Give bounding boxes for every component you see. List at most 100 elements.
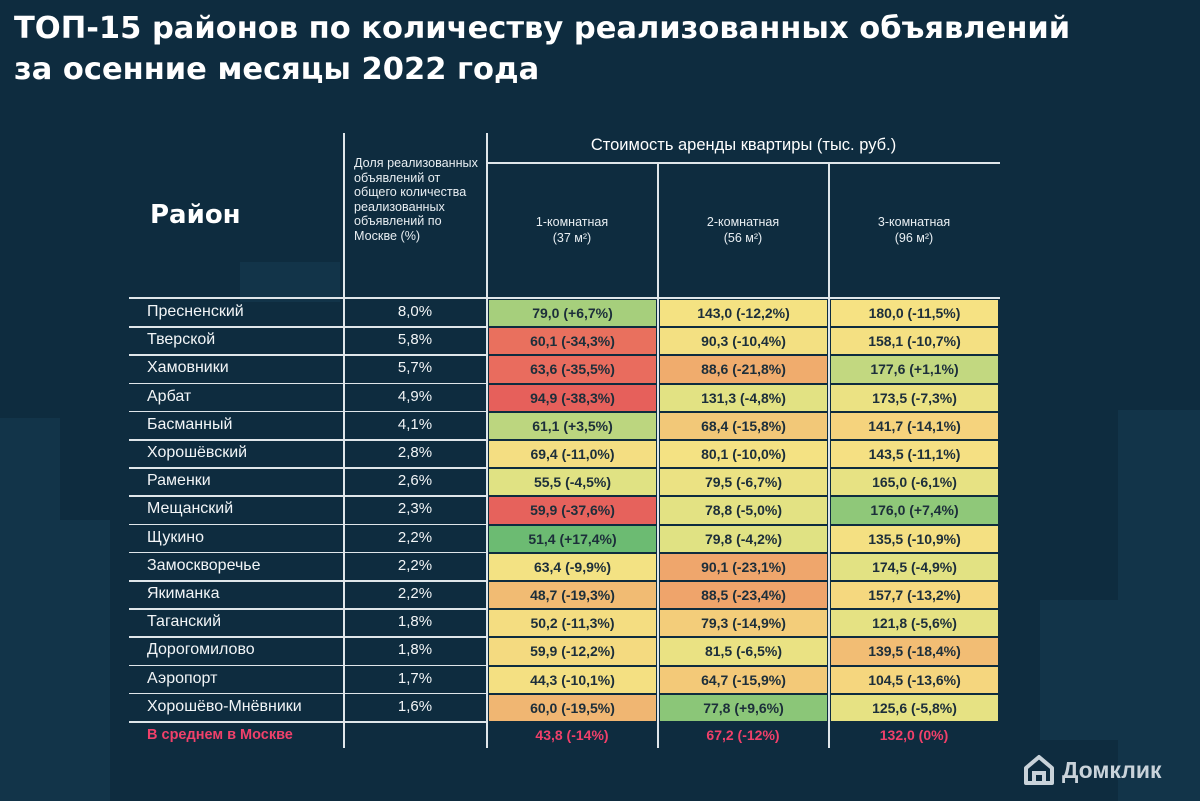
cell-3-room: 158,1 (-10,7%) — [831, 328, 998, 355]
cell-1-room: 60,0 (-19,5%) — [489, 694, 656, 721]
header-share: Доля реализованных объявлений от общего … — [354, 156, 478, 243]
row-share: 2,8% — [397, 444, 433, 461]
cell-2-room: 79,8 (-4,2%) — [660, 525, 827, 552]
row-divider — [129, 692, 487, 695]
row-district: Дорогомилово — [147, 641, 255, 659]
divider-rent-left — [486, 133, 488, 748]
cell-3-room: 177,6 (+1,1%) — [831, 356, 998, 383]
header-rent-group: Стоимость аренды квартиры (тыс. руб.) — [590, 136, 897, 154]
chart-title: ТОП-15 районов по количеству реализованн… — [14, 8, 1184, 90]
chart-title-line-2: за осенние месяцы 2022 года — [14, 52, 540, 87]
house-icon — [1024, 755, 1054, 785]
row-share: 4,1% — [397, 415, 433, 433]
cell-3-room: 173,5 (-7,3%) — [831, 384, 998, 411]
cell-2-room: 143,0 (-12,2%) — [660, 300, 827, 327]
row-district: Щукино — [147, 528, 205, 546]
header-col-2-name: 2-комнатная — [706, 215, 780, 229]
cell-2-room: 81,5 (-6,5%) — [660, 638, 827, 665]
row-divider — [129, 636, 487, 638]
background-decor-mid — [240, 262, 340, 302]
cell-3-room: 139,5 (-18,4%) — [831, 638, 998, 665]
cell-1-room: 69,4 (-11,0%) — [489, 441, 656, 468]
row-divider — [129, 551, 487, 554]
cell-3-room: 143,5 (-11,1%) — [831, 441, 998, 468]
average-col-3: 132,0 (0%) — [879, 727, 949, 743]
header-col-1-area: (37 м²) — [552, 231, 592, 245]
divider-share-left — [343, 133, 345, 748]
row-district: Замоскворечье — [147, 556, 261, 574]
row-district: Арбат — [147, 387, 192, 405]
background-decor-right-2 — [1040, 600, 1200, 740]
average-label: В среднем в Москве — [147, 727, 293, 743]
cell-1-room: 94,9 (-38,3%) — [489, 384, 656, 411]
row-divider — [129, 354, 487, 356]
cell-2-room: 90,1 (-23,1%) — [660, 553, 827, 580]
row-divider — [129, 439, 487, 441]
cell-1-room: 51,4 (+17,4%) — [489, 525, 656, 552]
row-district: Басманный — [147, 415, 233, 433]
row-share: 1,8% — [397, 641, 433, 659]
average-col-2: 67,2 (-12%) — [706, 727, 780, 743]
cell-3-room: 176,0 (+7,4%) — [831, 497, 998, 524]
row-divider — [129, 664, 487, 667]
row-share: 1,6% — [397, 697, 433, 715]
cell-3-room: 157,7 (-13,2%) — [831, 582, 998, 609]
header-col-2-area: (56 м²) — [723, 231, 763, 245]
cell-3-room: 121,8 (-5,6%) — [831, 610, 998, 637]
row-share: 2,2% — [397, 585, 433, 602]
cell-1-room: 63,4 (-9,9%) — [489, 553, 656, 580]
logo: Домклик — [1022, 752, 1161, 788]
row-divider — [129, 608, 487, 610]
cell-1-room: 61,1 (+3,5%) — [489, 412, 656, 439]
cell-3-room: 174,5 (-4,9%) — [831, 553, 998, 580]
cell-2-room: 64,7 (-15,9%) — [660, 666, 827, 693]
row-district: Якиманка — [147, 585, 220, 602]
row-share: 2,6% — [397, 472, 433, 490]
cell-3-room: 135,5 (-10,9%) — [831, 525, 998, 552]
row-share: 2,3% — [397, 500, 433, 518]
row-share: 4,9% — [397, 387, 433, 405]
header-district: Район — [150, 200, 241, 230]
row-district: Хорошёвский — [147, 444, 248, 461]
row-district: Хорошёво-Мнёвники — [147, 697, 302, 715]
cell-2-room: 90,3 (-10,4%) — [660, 328, 827, 355]
row-share: 1,7% — [397, 669, 433, 687]
cell-1-room: 63,6 (-35,5%) — [489, 356, 656, 383]
cell-1-room: 48,7 (-19,3%) — [489, 582, 656, 609]
cell-3-room: 165,0 (-6,1%) — [831, 469, 998, 496]
row-divider — [129, 382, 487, 385]
cell-1-room: 79,0 (+6,7%) — [489, 300, 656, 327]
row-divider — [129, 721, 487, 723]
cell-2-room: 77,8 (+9,6%) — [660, 694, 827, 721]
header-col-3-area: (96 м²) — [894, 231, 934, 245]
cell-1-room: 60,1 (-34,3%) — [489, 328, 656, 355]
row-divider — [129, 580, 487, 582]
row-district: Мещанский — [147, 500, 234, 518]
row-share: 5,7% — [397, 359, 433, 377]
row-divider — [129, 410, 487, 413]
row-share: 2,2% — [397, 528, 433, 546]
divider-rent-group — [486, 162, 1000, 164]
row-district: Аэропорт — [147, 669, 218, 687]
row-district: Тверской — [147, 331, 216, 349]
divider-col-2 — [657, 163, 659, 748]
cell-1-room: 44,3 (-10,1%) — [489, 666, 656, 693]
header-col-3: 3-комнатная (96 м²) — [829, 214, 999, 246]
chart-title-line-1: ТОП-15 районов по количеству реализованн… — [14, 11, 1071, 46]
logo-text: Домклик — [1062, 756, 1162, 783]
cell-3-room: 180,0 (-11,5%) — [831, 300, 998, 327]
cell-2-room: 79,3 (-14,9%) — [660, 610, 827, 637]
cell-1-room: 59,9 (-37,6%) — [489, 497, 656, 524]
cell-1-room: 55,5 (-4,5%) — [489, 469, 656, 496]
cell-3-room: 104,5 (-13,6%) — [831, 666, 998, 693]
background-decor-left-2 — [0, 520, 110, 801]
row-divider — [129, 326, 487, 328]
divider-header-bottom — [129, 297, 1000, 299]
row-district: Раменки — [147, 472, 211, 490]
cell-3-room: 125,6 (-5,8%) — [831, 694, 998, 721]
cell-2-room: 131,3 (-4,8%) — [660, 384, 827, 411]
row-share: 1,8% — [397, 613, 433, 631]
row-share: 5,8% — [397, 331, 433, 349]
row-divider — [129, 467, 487, 469]
header-col-2: 2-комнатная (56 м²) — [658, 214, 828, 246]
